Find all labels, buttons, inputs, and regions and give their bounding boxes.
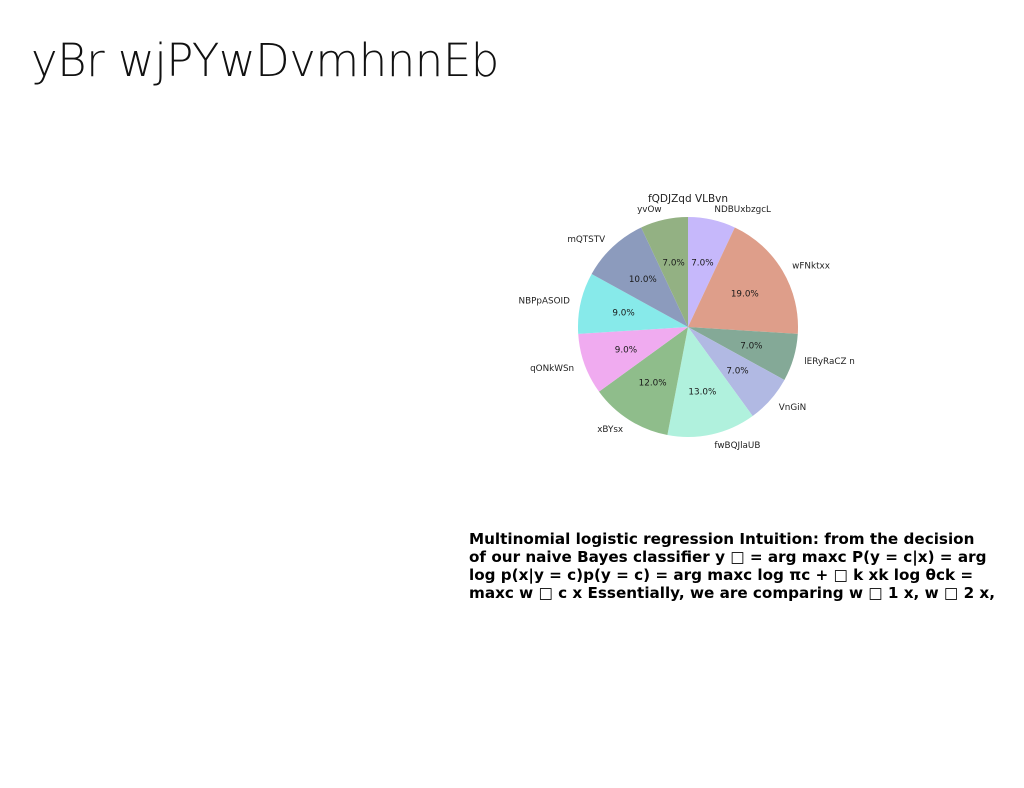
pie-slice — [578, 274, 688, 334]
body-line: Multinomial logistic regression Intuitio… — [469, 530, 975, 548]
pie-slice — [667, 327, 753, 437]
slice-category-label: lERyRaCZ n — [804, 357, 855, 367]
slice-category-label: xBYsx — [597, 425, 623, 435]
slice-category-label: fwBQJlaUB — [714, 441, 760, 451]
chart-title: fQDJZqd VLBvn — [648, 193, 728, 205]
slice-category-label: NDBUxbzgcL — [714, 205, 771, 215]
slice-percent-label: 7.0% — [740, 341, 762, 351]
slice-category-label: NBPpASOID — [519, 297, 571, 307]
slice-category-label: yvOw — [637, 205, 662, 215]
body-line: maxc w □ c x Essentially, we are compari… — [469, 584, 995, 602]
pie-slice — [591, 227, 688, 327]
slice-percent-label: 13.0% — [688, 387, 716, 397]
pie-slice — [688, 227, 798, 334]
body-text: Multinomial logistic regression Intuitio… — [469, 530, 1024, 602]
slice-percent-label: 7.0% — [691, 259, 713, 269]
slice-category-label: VnGiN — [779, 403, 806, 413]
slice-percent-label: 7.0% — [726, 367, 748, 377]
pie-slice — [599, 327, 688, 436]
slice-category-label: wFNktxx — [792, 261, 830, 271]
slice-percent-label: 7.0% — [662, 259, 684, 269]
pie-slices — [578, 217, 798, 437]
body-line: log p(x|y = c)p(y = c) = arg maxc log πc… — [469, 566, 974, 584]
page-title: yBr wjPYwDvmhnnEb — [31, 34, 499, 87]
slice-percent-label: 19.0% — [731, 289, 759, 299]
pie-labels: 7.0% NDBUxbzgcL 19.0% wFNktxx 7.0% lERyRaCZ n… — [519, 205, 855, 451]
slice-category-label: qONkWSn — [530, 364, 574, 374]
slice-percent-label: 9.0% — [612, 309, 634, 319]
pie-slice — [688, 327, 785, 416]
slice-percent-label: 12.0% — [639, 379, 667, 389]
pie-slice — [688, 217, 735, 327]
pie-slice — [578, 327, 688, 392]
slice-category-label: mQTSTV — [567, 235, 605, 245]
pie-chart: fQDJZqd VLBvn 7.0% NDBUxbzgcL 19.0% wFNktxx… — [500, 185, 880, 460]
pie-slice — [688, 327, 798, 380]
pie-slice — [641, 217, 688, 327]
pie-chart-svg: fQDJZqd VLBvn 7.0% NDBUxbzgcL 19.0% wFNktxx… — [519, 193, 855, 451]
slice-percent-label: 9.0% — [615, 345, 637, 355]
slice-percent-label: 10.0% — [629, 275, 657, 285]
body-line: of our naive Bayes classifier y □ = arg … — [469, 548, 987, 566]
